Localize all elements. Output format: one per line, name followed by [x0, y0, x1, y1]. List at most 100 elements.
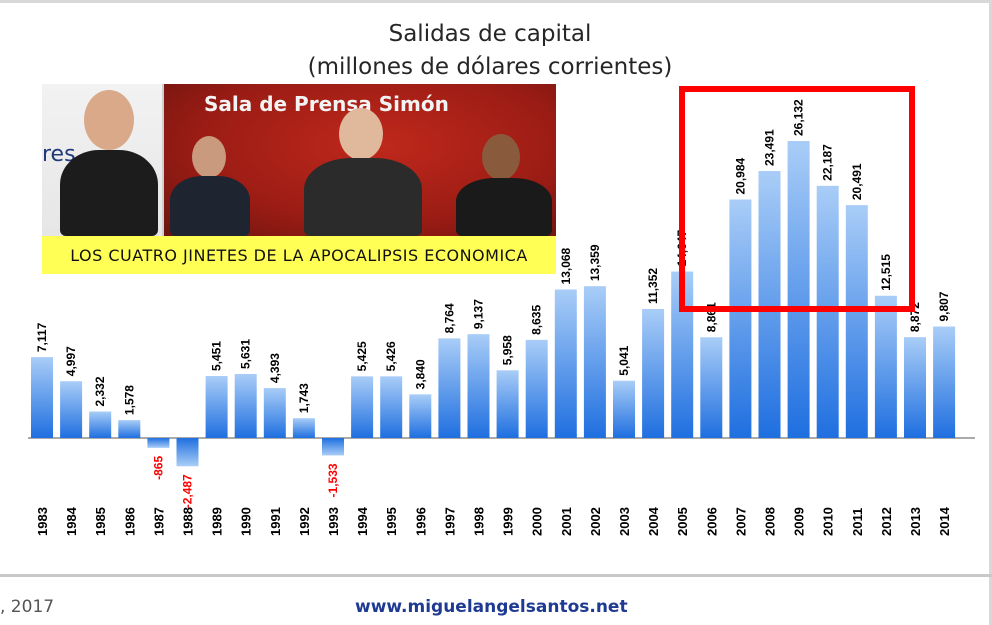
- bar-1989: [205, 376, 228, 438]
- bar-2009: [787, 141, 810, 438]
- data-label-1990: 5,631: [239, 339, 253, 369]
- data-label-2003: 5,041: [617, 345, 631, 375]
- bar-1994: [351, 376, 374, 438]
- data-label-1996: 3,840: [413, 359, 427, 389]
- data-label-2014: 9,807: [937, 291, 951, 321]
- bar-1985: [89, 411, 112, 438]
- photo-banner-text: Sala de Prensa Simón: [204, 92, 449, 116]
- capital-outflows-bar-chart: 7,117 1983 4,997 1984 2,332 1985 1,578 1986 -865…: [28, 99, 975, 536]
- tick-label-1994: 1994: [355, 506, 370, 536]
- tick-label-1990: 1990: [239, 507, 254, 536]
- bar-1988: [176, 438, 199, 467]
- person-body: [304, 158, 422, 236]
- photo-caption-box: LOS CUATRO JINETES DE LA APOCALIPSIS ECO…: [42, 236, 556, 274]
- bar-1997: [438, 338, 461, 438]
- bar-1999: [496, 370, 519, 438]
- tick-label-1984: 1984: [64, 506, 79, 536]
- photo-right-panel: Sala de Prensa Simón: [164, 84, 556, 236]
- data-label-1985: 2,332: [93, 376, 107, 406]
- tick-label-1988: 1988: [181, 507, 196, 536]
- photo-caption: LOS CUATRO JINETES DE LA APOCALIPSIS ECO…: [70, 245, 528, 265]
- bar-1995: [380, 376, 403, 438]
- data-label-2011: 20,491: [850, 163, 864, 200]
- data-label-1994: 5,425: [355, 341, 369, 371]
- data-label-1988: -2,487: [181, 474, 195, 508]
- bar-2014: [933, 326, 956, 438]
- bar-1993: [322, 438, 344, 456]
- bar-2002: [583, 286, 606, 438]
- bar-1984: [60, 381, 83, 438]
- tick-label-2013: 2013: [908, 507, 923, 536]
- tick-label-2009: 2009: [792, 507, 807, 536]
- tick-label-1992: 1992: [297, 507, 312, 536]
- bar-1998: [467, 334, 490, 438]
- footer-url: www.miguelangelsantos.net: [355, 597, 628, 617]
- tick-label-2001: 2001: [559, 507, 574, 536]
- tick-label-1983: 1983: [35, 507, 50, 536]
- bar-1983: [31, 357, 53, 438]
- data-label-2009: 26,132: [792, 99, 806, 136]
- data-label-1991: 4,393: [268, 353, 282, 383]
- bar-2004: [642, 308, 665, 438]
- data-label-1992: 1,743: [297, 383, 311, 413]
- tick-label-1995: 1995: [384, 507, 399, 536]
- person-head: [339, 108, 383, 160]
- tick-label-1991: 1991: [268, 507, 283, 536]
- footer-year: , 2017: [0, 597, 55, 617]
- tick-label-2014: 2014: [937, 506, 952, 536]
- data-label-2012: 12,515: [879, 254, 893, 291]
- data-label-2004: 11,352: [646, 268, 660, 304]
- tick-label-1993: 1993: [326, 507, 341, 536]
- person-body: [170, 176, 250, 236]
- data-label-1986: 1,578: [122, 385, 136, 415]
- bar-2013: [904, 337, 926, 438]
- tick-label-1999: 1999: [501, 507, 516, 536]
- tick-label-2007: 2007: [733, 507, 748, 536]
- person-body: [60, 150, 158, 236]
- data-label-1989: 5,451: [210, 341, 224, 371]
- bar-2005: [671, 271, 694, 438]
- chart-subtitle: (millones de dólares corrientes): [307, 54, 673, 80]
- data-label-1983: 7,117: [35, 322, 49, 352]
- bar-2000: [525, 339, 548, 438]
- bar-1987: [147, 438, 170, 448]
- tick-label-2000: 2000: [530, 507, 545, 536]
- tick-label-1986: 1986: [122, 507, 137, 536]
- bar-1990: [234, 374, 257, 438]
- data-label-2002: 13,359: [588, 244, 602, 281]
- tick-label-2004: 2004: [646, 506, 661, 536]
- tick-label-1998: 1998: [472, 507, 487, 536]
- photo-left-panel: res: [42, 84, 162, 236]
- data-label-1993: -1,533: [326, 463, 340, 497]
- person-head: [84, 90, 134, 150]
- highlight-box: [679, 86, 915, 312]
- chart-title: Salidas de capital: [388, 21, 592, 47]
- bottom-divider: [0, 574, 992, 577]
- tick-label-2003: 2003: [617, 507, 632, 536]
- chart-title-block: Salidas de capital (millones de dólares …: [240, 18, 740, 84]
- bar-2003: [613, 380, 635, 438]
- bar-2007: [729, 199, 752, 438]
- bar-2011: [845, 205, 868, 438]
- data-label-1998: 9,137: [472, 299, 486, 329]
- bar-1986: [118, 420, 141, 438]
- tick-label-2012: 2012: [879, 507, 894, 536]
- bar-1992: [292, 418, 315, 438]
- bar-2006: [700, 337, 723, 438]
- person-head: [482, 134, 520, 180]
- tick-label-2010: 2010: [821, 507, 836, 536]
- data-label-2010: 22,187: [821, 144, 835, 181]
- data-label-2000: 8,635: [530, 305, 544, 335]
- tick-label-1987: 1987: [151, 507, 166, 536]
- bar-2012: [874, 295, 897, 438]
- bar-1991: [263, 388, 286, 438]
- bar-1996: [409, 394, 432, 438]
- tick-label-1989: 1989: [210, 507, 225, 536]
- bar-2008: [758, 171, 781, 438]
- person-body: [456, 178, 552, 236]
- data-label-1995: 5,426: [384, 341, 398, 371]
- tick-label-1997: 1997: [442, 507, 457, 536]
- data-label-2007: 20,984: [733, 157, 747, 194]
- tick-label-2002: 2002: [588, 507, 603, 536]
- tick-label-1996: 1996: [413, 507, 428, 536]
